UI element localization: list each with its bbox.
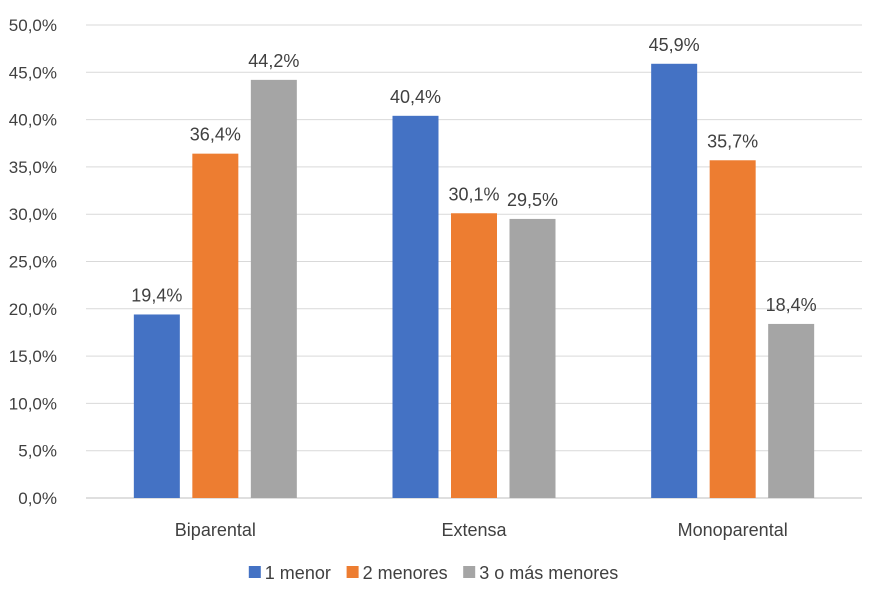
- x-tick-label: Biparental: [175, 520, 256, 540]
- y-tick-label: 20,0%: [9, 300, 57, 319]
- y-tick-label: 45,0%: [9, 63, 57, 82]
- x-tick-label: Extensa: [441, 520, 507, 540]
- y-tick-label: 30,0%: [9, 205, 57, 224]
- data-label: 18,4%: [766, 295, 817, 315]
- y-tick-label: 10,0%: [9, 394, 57, 413]
- data-label: 36,4%: [190, 125, 241, 145]
- y-tick-label: 40,0%: [9, 111, 57, 130]
- y-tick-label: 25,0%: [9, 253, 57, 272]
- bar: [651, 63, 698, 498]
- bars: [133, 63, 815, 499]
- bar: [451, 213, 497, 498]
- data-label: 30,1%: [448, 184, 499, 204]
- x-tick-label: Monoparental: [678, 520, 788, 540]
- legend-label: 1 menor: [265, 563, 331, 583]
- data-label: 44,2%: [248, 51, 299, 71]
- bar: [192, 153, 239, 498]
- legend-swatch: [248, 566, 261, 578]
- y-tick-label: 35,0%: [9, 158, 57, 177]
- y-tick-label: 5,0%: [18, 442, 57, 461]
- data-label: 35,7%: [707, 131, 758, 151]
- legend-swatch: [463, 566, 476, 578]
- data-label: 19,4%: [131, 285, 182, 305]
- bar: [509, 218, 556, 498]
- legend-swatch: [346, 566, 359, 578]
- legend-label: 3 o más menores: [479, 563, 618, 583]
- legend-label: 2 menores: [363, 563, 448, 583]
- bar: [392, 115, 439, 498]
- bar: [250, 79, 297, 499]
- data-label: 45,9%: [649, 35, 700, 55]
- bar: [709, 160, 756, 498]
- data-labels: 19,4% 36,4% 44,2% 40,4% 30,1% 29,5% 45,9% 35,7%…: [131, 35, 816, 315]
- y-tick-label: 15,0%: [9, 347, 57, 366]
- y-tick-label: 0,0%: [18, 489, 57, 508]
- data-label: 40,4%: [390, 87, 441, 107]
- data-label: 29,5%: [507, 190, 558, 210]
- x-axis: Biparental Extensa Monoparental: [175, 520, 788, 540]
- bar: [133, 314, 180, 498]
- y-tick-label: 50,0%: [9, 16, 57, 35]
- bar: [768, 323, 815, 498]
- legend: 1 menor 2 menores 3 o más menores: [248, 563, 618, 583]
